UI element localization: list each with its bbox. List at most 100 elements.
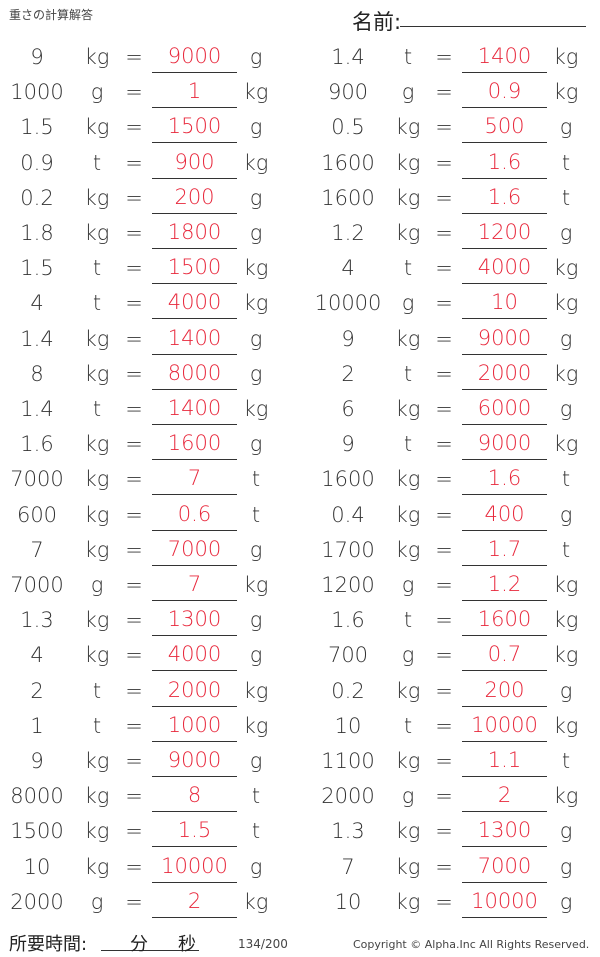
left-answer: 1400 — [152, 393, 237, 425]
right-answer: 10000 — [462, 886, 547, 918]
right-equals-sign: = — [435, 713, 453, 738]
right-answer: 1.6 — [462, 463, 547, 496]
problem-row: 1.5 kg = 1500 g 0.5 kg = 500 g — [0, 110, 600, 145]
left-from-unit: kg — [84, 115, 110, 140]
right-equals-sign: = — [435, 326, 453, 351]
problem-row: 0.9 t = 900 kg 1600 kg = 1.6 t — [0, 146, 600, 181]
right-answer: 0.7 — [462, 639, 547, 672]
name-label: 名前: — [352, 10, 402, 34]
right-to-unit: kg — [553, 643, 579, 668]
left-value: 1.4 — [20, 326, 54, 351]
left-to-unit: g — [249, 608, 263, 633]
problem-row: 7000 kg = 7 t 1600 kg = 1.6 t — [0, 462, 600, 497]
right-answer: 1.7 — [462, 534, 547, 566]
left-from-unit: kg — [84, 185, 110, 210]
problem-row: 1 t = 1000 kg 10 t = 10000 kg — [0, 709, 600, 744]
left-equals-sign: = — [125, 221, 143, 245]
right-to-unit: t — [561, 749, 571, 773]
worksheet-title: 重さの計算解答 — [9, 8, 94, 22]
right-equals-sign: = — [435, 643, 453, 668]
right-to-unit: kg — [553, 573, 579, 597]
left-to-unit: kg — [243, 889, 269, 914]
right-equals-sign: = — [435, 80, 453, 105]
right-equals-sign: = — [435, 467, 453, 492]
right-value: 7 — [341, 854, 355, 879]
left-answer: 1000 — [152, 710, 237, 742]
name-field[interactable] — [400, 26, 586, 27]
left-to-unit: g — [249, 749, 263, 773]
right-answer: 6000 — [462, 393, 547, 425]
right-equals-sign: = — [435, 784, 453, 809]
right-equals-sign: = — [435, 291, 453, 316]
right-from-unit: kg — [395, 115, 421, 140]
left-from-unit: t — [92, 256, 102, 281]
right-value: 1.4 — [331, 45, 365, 69]
left-from-unit: kg — [84, 432, 110, 457]
left-value: 1500 — [10, 819, 64, 844]
right-from-unit: kg — [395, 502, 421, 527]
left-to-unit: kg — [243, 678, 269, 703]
right-from-unit: t — [403, 713, 413, 738]
left-equals-sign: = — [125, 397, 143, 421]
right-to-unit: g — [559, 678, 573, 703]
left-equals-sign: = — [125, 115, 143, 140]
right-equals-sign: = — [435, 819, 453, 844]
right-from-unit: kg — [395, 397, 421, 421]
right-value: 1600 — [321, 185, 375, 210]
left-from-unit: t — [92, 678, 102, 703]
left-answer: 1 — [152, 76, 237, 109]
problem-row: 9 kg = 9000 g 1.4 t = 1400 kg — [0, 40, 600, 75]
right-from-unit: g — [401, 643, 415, 668]
right-equals-sign: = — [435, 397, 453, 421]
problem-row: 1.6 kg = 1600 g 9 t = 9000 kg — [0, 427, 600, 462]
left-to-unit: g — [249, 185, 263, 210]
left-value: 1000 — [10, 80, 64, 105]
problem-row: 7000 g = 7 kg 1200 g = 1.2 kg — [0, 568, 600, 603]
right-equals-sign: = — [435, 573, 453, 597]
left-answer: 8000 — [152, 358, 237, 390]
left-value: 7 — [30, 537, 44, 562]
left-value: 7000 — [10, 573, 64, 597]
left-answer: 10000 — [152, 851, 237, 883]
left-answer: 7 — [152, 569, 237, 601]
problem-row: 1.3 kg = 1300 g 1.6 t = 1600 kg — [0, 603, 600, 638]
right-answer: 1600 — [462, 604, 547, 637]
right-from-unit: g — [401, 784, 415, 809]
left-equals-sign: = — [125, 467, 143, 492]
right-from-unit: kg — [395, 889, 421, 914]
time-label: 所要時間: — [9, 934, 88, 955]
right-value: 0.4 — [331, 502, 365, 527]
right-value: 2 — [341, 361, 355, 386]
right-value: 6 — [341, 397, 355, 421]
left-answer: 2000 — [152, 675, 237, 707]
right-value: 10 — [334, 713, 362, 738]
left-equals-sign: = — [125, 643, 143, 668]
left-value: 1.8 — [20, 221, 54, 245]
left-answer: 8 — [152, 780, 237, 813]
problem-row: 8000 kg = 8 t 2000 g = 2 kg — [0, 779, 600, 814]
left-value: 1.6 — [20, 432, 54, 457]
left-equals-sign: = — [125, 608, 143, 633]
time-field[interactable] — [101, 950, 199, 951]
left-equals-sign: = — [125, 889, 143, 914]
problem-row: 1.5 t = 1500 kg 4 t = 4000 kg — [0, 251, 600, 286]
left-equals-sign: = — [125, 45, 143, 69]
problem-row: 2000 g = 2 kg 10 kg = 10000 g — [0, 885, 600, 920]
right-to-unit: kg — [553, 291, 579, 316]
right-equals-sign: = — [435, 45, 453, 69]
right-answer: 1300 — [462, 815, 547, 848]
minutes-label: 分 — [130, 934, 148, 955]
left-to-unit: g — [249, 643, 263, 668]
right-answer: 9000 — [462, 428, 547, 461]
left-equals-sign: = — [125, 326, 143, 351]
left-from-unit: kg — [84, 326, 110, 351]
left-from-unit: g — [90, 889, 104, 914]
left-answer: 7000 — [152, 534, 237, 566]
right-value: 1600 — [321, 467, 375, 492]
left-answer: 0.6 — [152, 499, 237, 531]
problem-row: 0.2 kg = 200 g 1600 kg = 1.6 t — [0, 181, 600, 216]
right-to-unit: t — [561, 537, 571, 562]
right-value: 9 — [341, 326, 355, 351]
right-value: 1.3 — [331, 819, 365, 844]
right-equals-sign: = — [435, 361, 453, 386]
